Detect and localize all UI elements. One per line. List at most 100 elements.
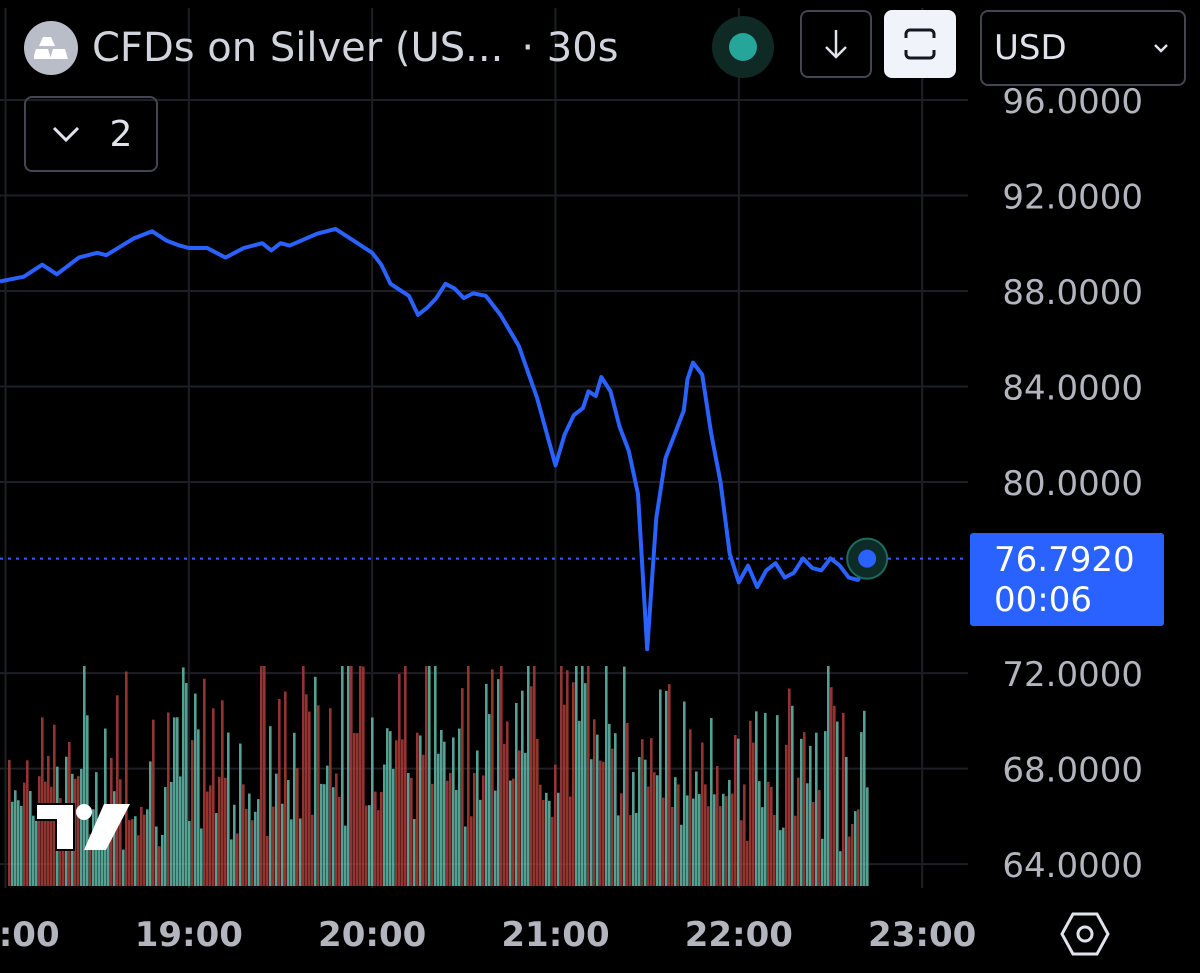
volume-bar [560, 666, 563, 886]
volume-bar [131, 819, 134, 886]
volume-bar [8, 759, 11, 886]
volume-bar [599, 760, 602, 886]
volume-bar [338, 796, 341, 886]
volume-bar [500, 666, 503, 886]
volume-bar [143, 814, 146, 886]
x-tick-label: 18:00 [0, 915, 60, 955]
volume-bar [17, 800, 20, 886]
volume-bar [317, 705, 320, 886]
y-tick-label: 72.0000 [1002, 655, 1143, 695]
currency-select[interactable]: USD [980, 10, 1186, 86]
volume-bar [617, 815, 620, 886]
volume-bar [80, 768, 83, 886]
volume-bar [803, 732, 806, 886]
volume-bar [749, 720, 752, 886]
y-tick-label: 80.0000 [1002, 464, 1143, 504]
volume-bar [479, 799, 482, 886]
price-axis[interactable]: 96.0000 92.0000 88.0000 84.0000 80.0000 72.00… [1002, 82, 1143, 886]
volume-bar [554, 764, 557, 886]
volume-bar [203, 678, 206, 886]
volume-bar [641, 739, 644, 886]
volume-bar [485, 683, 488, 886]
volume-bar [422, 754, 425, 886]
volume-bar [833, 705, 836, 886]
volume-bar [563, 704, 566, 886]
volume-bar [728, 779, 731, 886]
price-series-line [0, 226, 870, 652]
volume-bar [620, 793, 623, 886]
time-axis[interactable]: 18:00 19:00 20:00 21:00 22:00 23:00 [0, 915, 976, 955]
volume-bar [308, 711, 311, 886]
volume-bar [659, 689, 662, 886]
volume-bar [521, 690, 524, 886]
volume-bar [101, 819, 104, 886]
volume-bar [710, 718, 713, 886]
volume-bar [692, 798, 695, 886]
symbol-title[interactable]: CFDs on Silver (US... [92, 25, 504, 71]
hexagon-settings-icon[interactable] [1060, 910, 1110, 958]
volume-bar [665, 690, 668, 886]
volume-bar [77, 776, 80, 886]
volume-bar [113, 791, 116, 886]
volume-bar [824, 731, 827, 886]
volume-bar [668, 684, 671, 886]
volume-bar [224, 777, 227, 886]
volume-bar [515, 702, 518, 886]
volume-bar [398, 673, 401, 886]
volume-bar [683, 701, 686, 886]
volume-bar [689, 729, 692, 886]
fullscreen-button[interactable] [884, 10, 956, 78]
volume-bar [653, 772, 656, 886]
volume-bar [335, 773, 338, 886]
volume-bar [179, 776, 182, 886]
volume-bar [644, 759, 647, 886]
volume-bar [467, 666, 470, 886]
volume-bar [662, 797, 665, 886]
volume-bar [320, 783, 323, 886]
volume-bar [752, 742, 755, 886]
volume-bar [806, 783, 809, 886]
volume-bar [251, 820, 254, 886]
arrow-down-icon [825, 30, 847, 59]
volume-bar [812, 801, 815, 886]
volume-bar [50, 786, 53, 886]
volume-bar [776, 715, 779, 886]
volume-bar [656, 775, 659, 886]
volume-bar [290, 819, 293, 886]
volume-bar [449, 772, 452, 886]
volume-bar [770, 786, 773, 886]
volume-bar [434, 666, 437, 886]
volume-bar [236, 833, 239, 886]
volume-bar [119, 779, 122, 886]
y-tick-label: 68.0000 [1002, 751, 1143, 791]
volume-bar [530, 686, 533, 886]
volume-bar [191, 740, 194, 886]
volume-bar [551, 816, 554, 886]
volume-bar [836, 721, 839, 886]
volume-bar [230, 839, 233, 886]
y-tick-label: 96.0000 [1002, 82, 1143, 122]
volume-bar [206, 791, 209, 886]
volume-bar [476, 750, 479, 886]
volume-bar [389, 731, 392, 886]
volume-bar [41, 717, 44, 886]
volume-bar [611, 748, 614, 886]
volume-bar [239, 743, 242, 886]
legend-toggle-button[interactable]: 2 [24, 96, 158, 172]
volume-bar [257, 799, 260, 886]
volume-bar [137, 835, 140, 886]
volume-bar [854, 811, 857, 886]
volume-bar [818, 789, 821, 886]
interval-label[interactable]: · 30s [521, 25, 619, 71]
volume-bar [26, 760, 29, 886]
volume-bar [299, 818, 302, 886]
volume-bar [740, 820, 743, 886]
download-button[interactable] [800, 10, 872, 78]
volume-bar [152, 719, 155, 886]
volume-bar [821, 838, 824, 886]
volume-bar [482, 775, 485, 886]
y-tick-label: 88.0000 [1002, 273, 1143, 313]
volume-bar [716, 766, 719, 886]
volume-bar [575, 666, 578, 886]
